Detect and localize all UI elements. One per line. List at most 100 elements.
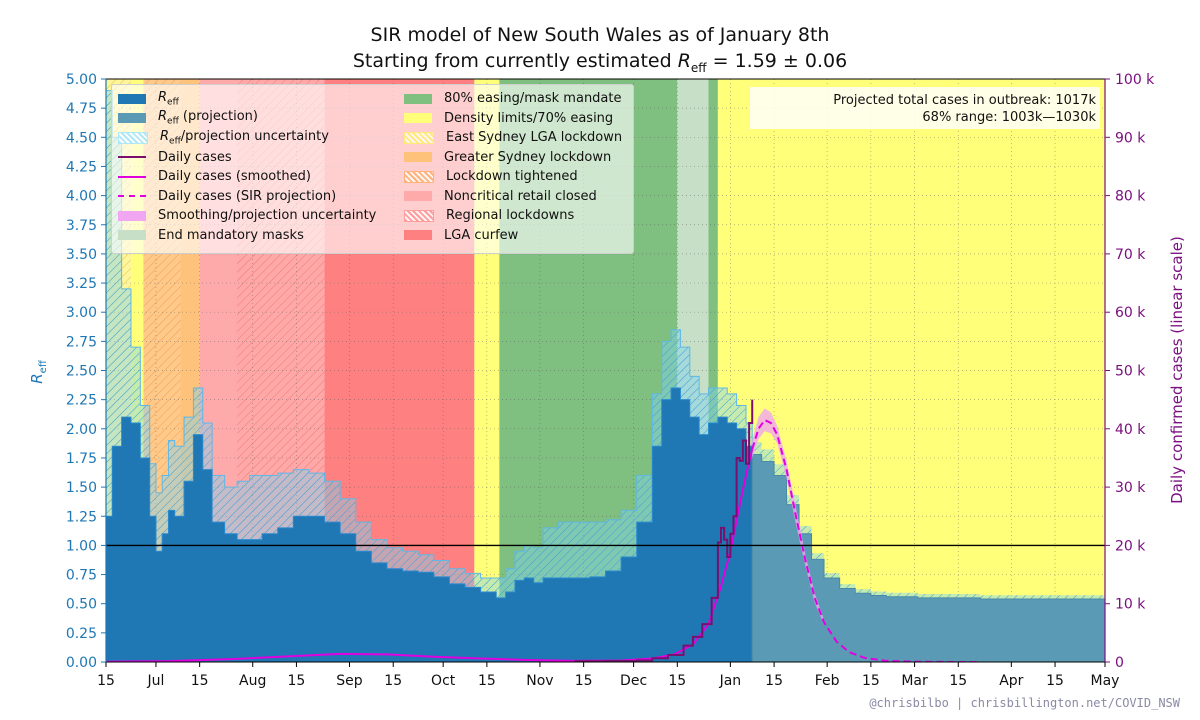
lga-curfew-swatch bbox=[404, 230, 432, 241]
left-tick-label: 4.50 bbox=[66, 130, 97, 146]
subtitle-prefix: Starting from currently estimated bbox=[352, 50, 678, 72]
legend-item: Reff bbox=[118, 89, 376, 109]
legend-label: Daily cases (smoothed) bbox=[158, 169, 311, 185]
left-tick-label: 3.25 bbox=[66, 276, 97, 292]
legend-item: Reff/projection uncertainty bbox=[118, 128, 376, 148]
legend-label: Reff (projection) bbox=[158, 109, 258, 128]
reff-area bbox=[106, 387, 753, 662]
right-tick-label: 10 k bbox=[1115, 597, 1146, 613]
x-tick-label: Apr bbox=[999, 673, 1023, 689]
left-tick-label: 0.25 bbox=[66, 626, 97, 642]
left-tick-label: 4.25 bbox=[66, 159, 97, 175]
legend-label: Density limits/70% easing bbox=[444, 110, 614, 126]
legend-item: Daily cases bbox=[118, 148, 376, 168]
left-tick-label: 2.75 bbox=[66, 334, 97, 350]
left-tick-label: 0.00 bbox=[66, 655, 97, 671]
legend-item: LGA curfew bbox=[404, 226, 622, 246]
left-tick-label: 0.75 bbox=[66, 568, 97, 584]
legend-column-2: 80% easing/mask mandate Density limits/70… bbox=[404, 89, 622, 245]
legend-item: Daily cases (SIR projection) bbox=[118, 187, 376, 207]
projection-range-line: 68% range: 1003k—1030k bbox=[922, 110, 1096, 125]
legend-label: Reff bbox=[158, 89, 179, 108]
legend-label: End mandatory masks bbox=[158, 227, 304, 243]
x-tick-label: Sep bbox=[336, 673, 363, 689]
right-tick-label: 50 k bbox=[1115, 364, 1146, 380]
legend-item: End mandatory masks bbox=[118, 226, 376, 246]
legend-item: 80% easing/mask mandate bbox=[404, 89, 622, 109]
right-tick-label: 100 k bbox=[1115, 72, 1155, 88]
x-tick-label: 15 bbox=[288, 673, 306, 689]
x-tick-label: 15 bbox=[575, 673, 593, 689]
reff-uncertainty-area bbox=[106, 90, 753, 662]
x-tick-label: 15 bbox=[384, 673, 402, 689]
left-tick-label: 1.25 bbox=[66, 509, 97, 525]
legend-label: 80% easing/mask mandate bbox=[444, 91, 622, 107]
greater-sydney-swatch bbox=[404, 152, 432, 163]
left-tick-label: 2.00 bbox=[66, 422, 97, 438]
x-tick-label: 15 bbox=[862, 673, 880, 689]
subtitle-suffix: = 1.59 ± 0.06 bbox=[706, 50, 848, 72]
smoothing-swatch bbox=[118, 210, 146, 221]
x-tick-label: Jan bbox=[719, 673, 742, 689]
chart-title: SIR model of New South Wales as of Janua… bbox=[370, 24, 830, 46]
x-tick-label: 15 bbox=[765, 673, 783, 689]
legend: Reff Reff (projection) Reff/projection unc… bbox=[111, 84, 634, 254]
lockdown-tightened-swatch bbox=[404, 170, 434, 183]
right-tick-label: 20 k bbox=[1115, 538, 1146, 554]
legend-label: Regional lockdowns bbox=[446, 208, 575, 224]
legend-label: Greater Sydney lockdown bbox=[444, 149, 612, 165]
right-tick-label: 90 k bbox=[1115, 130, 1146, 146]
left-tick-label: 4.75 bbox=[66, 101, 97, 117]
east-sydney-swatch bbox=[404, 131, 434, 144]
legend-column-1: Reff Reff (projection) Reff/projection unc… bbox=[118, 89, 376, 245]
legend-item: Lockdown tightened bbox=[404, 167, 622, 187]
end-masks-swatch bbox=[118, 230, 146, 241]
x-tick-label: 15 bbox=[1046, 673, 1064, 689]
reff-swatch bbox=[118, 93, 146, 104]
left-tick-label: 4.00 bbox=[66, 189, 97, 205]
legend-item: Density limits/70% easing bbox=[404, 109, 622, 129]
x-tick-label: 15 bbox=[191, 673, 209, 689]
right-tick-label: 80 k bbox=[1115, 189, 1146, 205]
left-axis-label: Reff bbox=[28, 359, 49, 384]
uncertainty-swatch bbox=[118, 131, 148, 144]
left-tick-label: 1.00 bbox=[66, 538, 97, 554]
easing-mask-swatch bbox=[404, 93, 432, 104]
x-tick-label: Mar bbox=[901, 673, 928, 689]
legend-label: East Sydney LGA lockdown bbox=[446, 130, 623, 146]
x-tick-label: 15 bbox=[949, 673, 967, 689]
right-tick-label: 30 k bbox=[1115, 480, 1146, 496]
legend-item: Regional lockdowns bbox=[404, 206, 622, 226]
legend-label: Lockdown tightened bbox=[446, 169, 578, 185]
left-tick-label: 0.50 bbox=[66, 597, 97, 613]
legend-item: Greater Sydney lockdown bbox=[404, 148, 622, 168]
legend-item: Smoothing/projection uncertainty bbox=[118, 206, 376, 226]
left-tick-label: 3.75 bbox=[66, 218, 97, 234]
x-tick-label: 15 bbox=[668, 673, 686, 689]
right-tick-label: 40 k bbox=[1115, 422, 1146, 438]
legend-item: Noncritical retail closed bbox=[404, 187, 622, 207]
left-tick-label: 5.00 bbox=[66, 72, 97, 88]
density-limits-swatch bbox=[404, 113, 432, 124]
regional-lockdowns-swatch bbox=[404, 209, 434, 222]
x-tick-label: Feb bbox=[815, 673, 840, 689]
legend-label: Smoothing/projection uncertainty bbox=[158, 208, 377, 224]
daily-cases-line bbox=[574, 399, 754, 662]
smoothed-line bbox=[118, 175, 146, 178]
projection-range-value: 1003k—1030k bbox=[1001, 110, 1096, 125]
right-tick-label: 0 bbox=[1115, 655, 1124, 671]
projection-range-label: 68% range: bbox=[922, 110, 998, 125]
x-tick-label: 15 bbox=[97, 673, 115, 689]
left-tick-label: 1.75 bbox=[66, 451, 97, 467]
chart-subtitle: Starting from currently estimated Reff =… bbox=[0, 50, 1200, 75]
x-tick-label: Oct bbox=[431, 673, 456, 689]
reff-projection-area bbox=[751, 453, 1105, 662]
right-tick-label: 60 k bbox=[1115, 305, 1146, 321]
x-tick-label: Nov bbox=[526, 673, 553, 689]
legend-item: East Sydney LGA lockdown bbox=[404, 128, 622, 148]
reff-projection-swatch bbox=[118, 113, 146, 124]
credit-text: @chrisbilbo | chrisbillington.net/COVID_… bbox=[869, 696, 1180, 710]
x-tick-label: Dec bbox=[620, 673, 647, 689]
projection-summary-box: Projected total cases in outbreak: 1017k… bbox=[750, 87, 1100, 129]
left-tick-label: 2.50 bbox=[66, 364, 97, 380]
